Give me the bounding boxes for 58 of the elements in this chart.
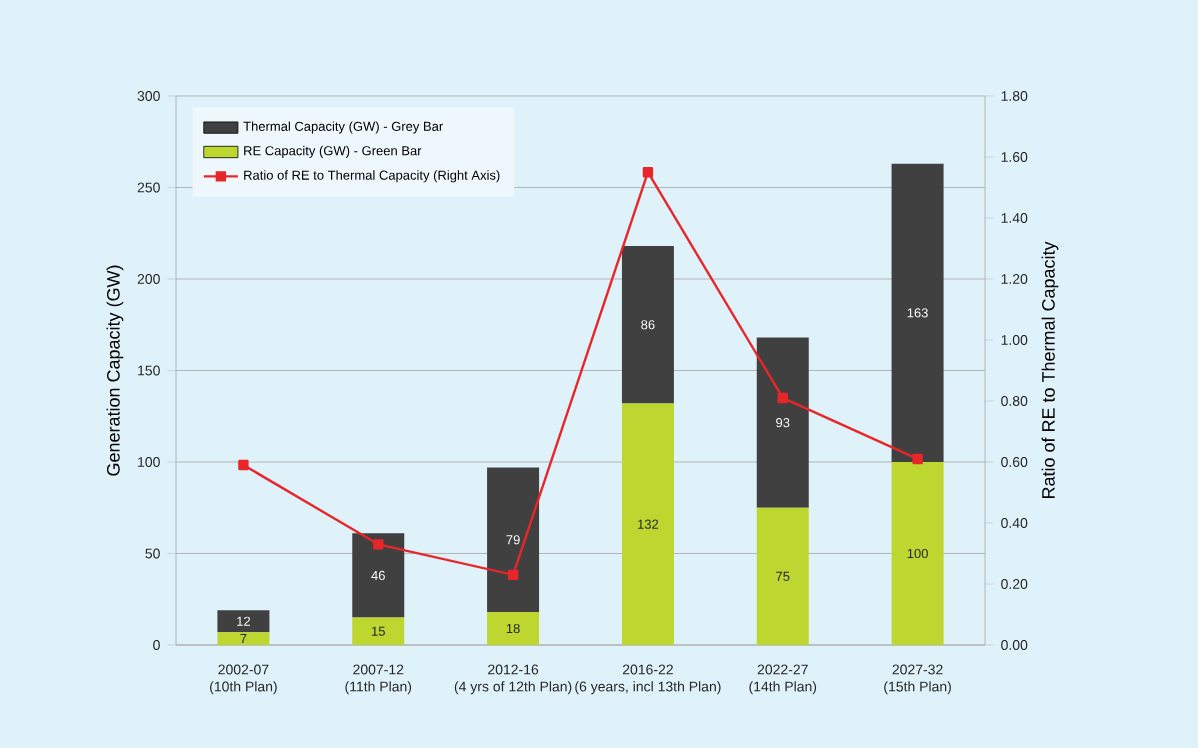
data-label: 18 [506,623,520,634]
x-tick-label: 2027-32 (15th Plan) [884,664,951,695]
y-tick-label: 300 [137,91,160,101]
y2-axis-title: Ratio of RE to Thermal Capacity [1041,241,1059,499]
x-tick-label: 2002-07 (10th Plan) [210,664,277,695]
point [777,392,788,404]
bar [891,461,944,645]
point [642,167,654,178]
bar [217,610,270,633]
bar [487,467,540,613]
point [507,569,519,581]
bar [352,617,405,645]
data-label: 75 [776,571,790,581]
bar [756,337,809,508]
y2-tick-label: 1.60 [1001,152,1028,162]
bar [891,163,944,462]
bar [217,632,270,645]
data-label: 86 [641,320,655,330]
y-tick-label: 200 [137,274,160,284]
data-label: 79 [506,535,520,545]
y2-tick-label: 1.80 [1001,91,1028,101]
y-tick-label: 100 [138,457,160,467]
y2-tick-label: 0.60 [1001,457,1028,467]
bar [621,403,674,645]
legend-label: Thermal Capacity (GW) - Grey Bar [243,121,443,134]
data-label: 163 [907,308,928,318]
data-label: 46 [371,570,385,581]
x-tick-label: 2016-22 (6 years, incl 13th Plan) [575,664,721,695]
x-tick-label: 2022-27 (14th Plan) [749,664,817,695]
y2-tick-label: 0.40 [1001,518,1028,528]
bar [756,507,809,645]
y2-tick-label: 0.20 [1001,579,1028,589]
y2-tick-label: 1.40 [1001,213,1028,223]
y-axis-title: Generation Capacity (GW) [106,265,124,476]
y2-tick-label: 0.00 [1001,640,1028,650]
data-label: 15 [372,626,385,636]
data-label: 100 [907,548,928,559]
y-tick-label: 250 [137,182,160,193]
y-tick-label: 50 [145,548,160,559]
x-tick-label: 2007-12 (11th Plan) [345,664,412,695]
bar [487,612,540,645]
legend-label: Ratio of RE to Thermal Capacity (Right Axis) [244,170,500,183]
point [238,459,249,471]
point [912,453,923,465]
y-tick-label: 0 [153,640,160,650]
y2-tick-label: 0.80 [1001,396,1028,406]
bar [352,533,405,618]
y2-tick-label: 1.00 [1001,335,1028,345]
legend-label: RE Capacity (GW) - Green Bar [244,145,422,158]
data-label: 93 [776,418,790,428]
data-label: 7 [240,634,247,644]
y-tick-label: 150 [138,365,160,376]
point [373,539,384,550]
data-label: 12 [237,616,250,626]
data-label: 132 [638,519,659,529]
y2-tick-label: 1.20 [1001,274,1028,284]
bar [621,246,674,404]
x-tick-label: 2012-16 (4 yrs of 12th Plan) [454,664,572,695]
